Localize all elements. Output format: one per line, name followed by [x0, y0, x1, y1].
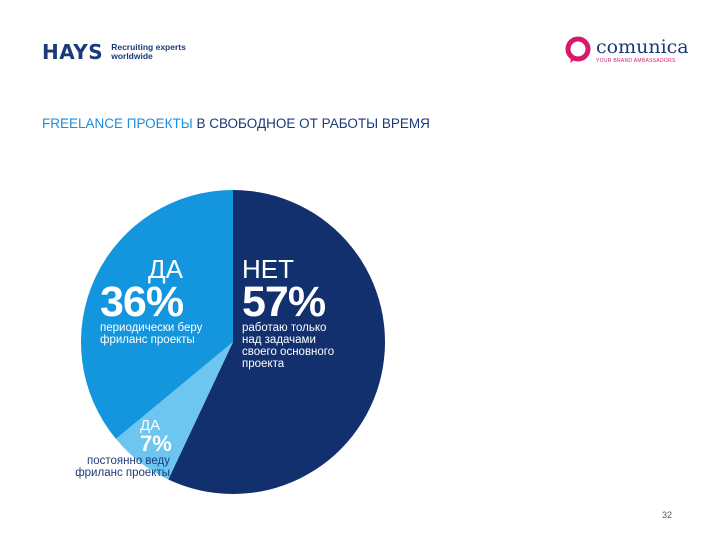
- hays-tagline-line2: worldwide: [111, 51, 153, 61]
- comunica-mark-icon: [565, 36, 591, 63]
- slice-no-desc-1: работаю только: [242, 322, 327, 334]
- pie-slice-yes-periodic: [80, 189, 233, 439]
- slice-no-desc-3: своего основного: [242, 346, 335, 358]
- page-number: 32: [662, 510, 673, 520]
- slice-label-yes-periodic: ДА 36% периодически беру фриланс проекты: [100, 256, 202, 346]
- slice-label-yes-constant: ДА 7%: [140, 418, 172, 455]
- comunica-wordmark: comunica: [596, 36, 689, 58]
- slice-yes-periodic-desc-1: периодически беру: [100, 322, 203, 334]
- page-title: FREELANCE ПРОЕКТЫ В СВОБОДНОЕ ОТ РАБОТЫ …: [42, 116, 430, 131]
- slice-yes-periodic-desc-2: фриланс проекты: [100, 334, 195, 346]
- slice-yes-periodic-value: 36%: [100, 278, 184, 326]
- slice-yes-constant-desc-2: фриланс проекты: [75, 467, 170, 479]
- slice-no-desc-4: проекта: [242, 358, 285, 370]
- hays-tagline-line1: Recruiting experts: [111, 42, 186, 52]
- slice-yes-constant-desc-1: постоянно веду: [86, 455, 170, 467]
- comunica-tagline: YOUR BRAND AMBASSADORS: [596, 58, 676, 64]
- hays-logo: HAYS Recruiting experts worldwide: [42, 40, 186, 64]
- hays-wordmark: HAYS: [42, 40, 104, 64]
- slice-no-desc-2: над задачами: [242, 334, 316, 346]
- slice-no-label: НЕТ: [242, 254, 294, 284]
- title-accent: FREELANCE ПРОЕКТЫ: [42, 116, 193, 131]
- slice-yes-constant-desc: постоянно веду фриланс проекты: [40, 455, 170, 479]
- pie-slice-no: [168, 190, 386, 495]
- pie-slice-yes-constant: [115, 342, 233, 480]
- hays-tagline: Recruiting experts worldwide: [111, 43, 186, 61]
- slice-yes-constant-value: 7%: [140, 431, 172, 456]
- title-rest: В СВОБОДНОЕ ОТ РАБОТЫ ВРЕМЯ: [192, 116, 430, 131]
- slice-label-no: НЕТ 57% работаю только над задачами свое…: [242, 256, 334, 370]
- slice-no-value: 57%: [242, 278, 326, 326]
- slice-yes-periodic-label: ДА: [148, 254, 183, 284]
- slice-yes-constant-label: ДА: [140, 417, 161, 434]
